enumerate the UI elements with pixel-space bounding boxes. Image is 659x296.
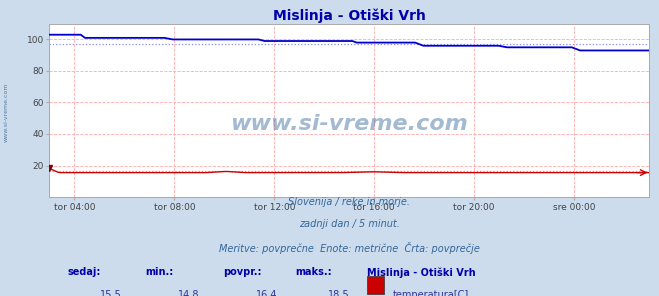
Text: 15,5: 15,5 — [100, 290, 121, 296]
Text: 16,4: 16,4 — [256, 290, 277, 296]
Text: min.:: min.: — [146, 267, 173, 277]
Text: Meritve: povprečne  Enote: metrične  Črta: povprečje: Meritve: povprečne Enote: metrične Črta:… — [219, 242, 480, 254]
Text: temperatura[C]: temperatura[C] — [393, 290, 469, 296]
Text: Slovenija / reke in morje.: Slovenija / reke in morje. — [288, 197, 411, 207]
Text: povpr.:: povpr.: — [223, 267, 262, 277]
Title: Mislinja - Otiški Vrh: Mislinja - Otiški Vrh — [273, 8, 426, 22]
Text: Mislinja - Otiški Vrh: Mislinja - Otiški Vrh — [367, 267, 476, 278]
Text: www.si-vreme.com: www.si-vreme.com — [3, 83, 9, 142]
Text: 18,5: 18,5 — [328, 290, 349, 296]
FancyBboxPatch shape — [367, 276, 384, 294]
Text: maks.:: maks.: — [295, 267, 332, 277]
Text: zadnji dan / 5 minut.: zadnji dan / 5 minut. — [299, 219, 400, 229]
Text: www.si-vreme.com: www.si-vreme.com — [231, 114, 468, 134]
Text: 14,8: 14,8 — [178, 290, 200, 296]
Text: sedaj:: sedaj: — [67, 267, 101, 277]
